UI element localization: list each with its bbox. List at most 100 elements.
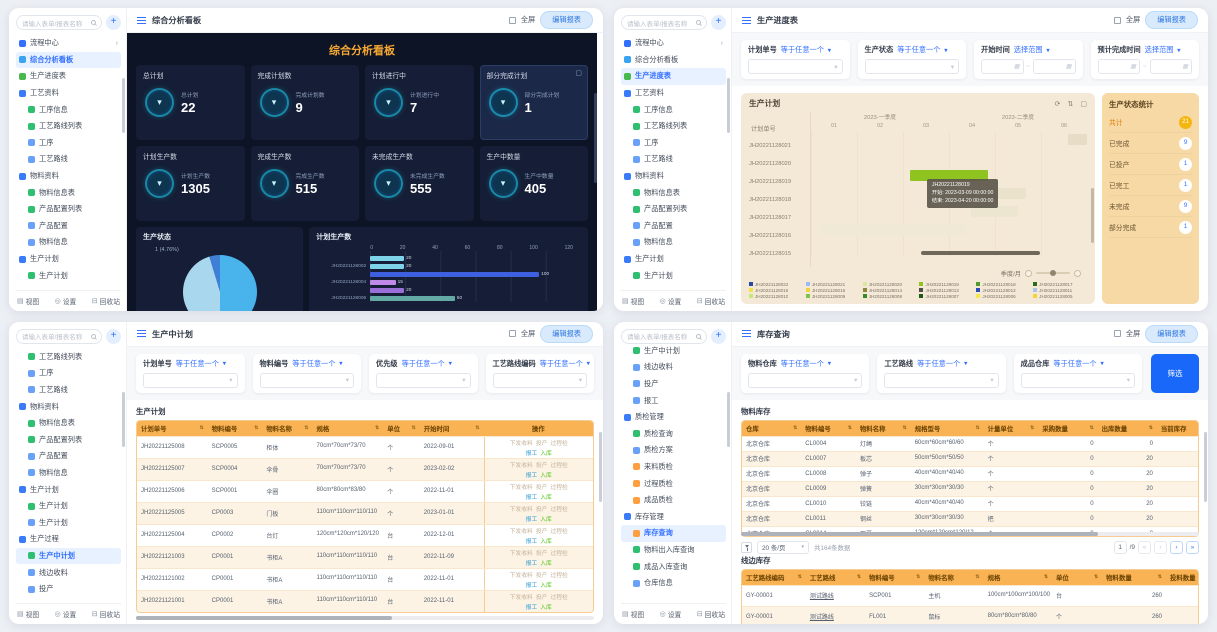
fullscreen-checkbox[interactable] (1113, 16, 1121, 24)
search-input[interactable]: 请输入表单/报表名称 (16, 328, 102, 344)
legend-item[interactable]: JH20221128012 (976, 288, 1030, 293)
kpi-card[interactable]: 未完成生产数 ▾ 未完成生产数 555 (365, 146, 474, 221)
menu-icon[interactable] (742, 330, 751, 337)
edit-report-button[interactable]: 编辑报表 (1145, 324, 1198, 343)
view-button[interactable]: ▤ 视图 (17, 611, 40, 619)
settings-button[interactable]: ◎ 设置 (54, 611, 77, 619)
chevron-down-icon[interactable]: ▾ (944, 47, 948, 54)
start-date-from[interactable]: ▦ (981, 59, 1024, 74)
sidebar-item[interactable]: 生产过程 (16, 531, 121, 548)
view-button[interactable]: ▤ 视图 (17, 297, 40, 306)
legend-item[interactable]: JH20221128010 (749, 294, 803, 299)
sidebar-item[interactable]: 物料资料 (621, 168, 726, 185)
start-production-link[interactable]: 投产 (535, 506, 548, 513)
sidebar-item[interactable]: 来料质检 (621, 459, 726, 476)
table-row[interactable]: JH20221125004 CP0002 台灯 120cm*120cm*120/… (137, 523, 593, 546)
finish-date-to[interactable]: ▦ (1149, 59, 1193, 74)
dispatch-material-link[interactable]: 下发收料 (509, 484, 533, 491)
horizontal-scrollbar[interactable] (921, 251, 1041, 255)
report-work-link[interactable]: 报工 (525, 450, 538, 457)
menu-icon[interactable] (742, 16, 751, 24)
bar-row[interactable]: JH20221128002 20 (331, 262, 573, 270)
warehouse-in-link[interactable]: 入库 (540, 560, 552, 567)
sidebar-item[interactable]: 产品配置 (16, 448, 121, 465)
warehouse-in-link[interactable]: 入库 (540, 538, 552, 545)
sidebar-item[interactable]: 生产计划 (16, 498, 121, 515)
gantt-row-label[interactable]: JH20221128020 (749, 161, 792, 167)
finished-warehouse-select[interactable]: ▾ (1020, 372, 1135, 388)
first-page-button[interactable]: « (1138, 540, 1151, 554)
gantt-bar[interactable] (819, 224, 966, 235)
sidebar-item[interactable]: 生产计划 (621, 267, 726, 284)
vertical-scrollbar[interactable] (594, 93, 597, 183)
sidebar-item[interactable]: 线边收料 (16, 564, 121, 581)
chevron-down-icon[interactable]: ▾ (1100, 361, 1104, 367)
dispatch-material-link[interactable]: 下发收料 (509, 462, 533, 469)
dispatch-material-link[interactable]: 下发收料 (509, 506, 533, 513)
sidebar-item[interactable]: 生产中计划 (16, 547, 121, 565)
process-inspect-link[interactable]: 过程检 (550, 506, 568, 513)
sidebar-item[interactable]: 流程中心 › (16, 35, 121, 52)
legend-item[interactable]: JH20221128021 (805, 282, 860, 287)
process-inspect-link[interactable]: 过程检 (550, 528, 568, 535)
legend-item[interactable]: JH20221128011 (1033, 288, 1087, 293)
horizontal-scrollbar[interactable] (136, 615, 594, 620)
legend-item[interactable]: JH20221128014 (862, 288, 917, 293)
start-production-link[interactable]: 投产 (535, 462, 548, 469)
sidebar-item[interactable]: 仓库信息 (621, 575, 726, 592)
sidebar-scrollbar[interactable] (122, 78, 125, 133)
sidebar-item[interactable]: 工艺路线列表 (16, 349, 121, 366)
chevron-down-icon[interactable]: ▾ (1177, 47, 1181, 54)
pie-chart[interactable] (182, 255, 257, 311)
settings-button[interactable]: ◎ 设置 (659, 611, 682, 619)
fullscreen-checkbox[interactable] (508, 330, 516, 337)
filter-icon[interactable] (741, 541, 752, 553)
report-work-link[interactable]: 报工 (525, 538, 538, 545)
sidebar-item[interactable]: 质检查询 (621, 425, 726, 442)
sidebar-item[interactable]: 流程中心 › (621, 35, 726, 52)
kpi-card[interactable]: 生产中数量 ▾ 生产中数量 405 (479, 146, 588, 221)
sidebar-item[interactable]: 物料出入库查询 (621, 542, 726, 559)
legend-item[interactable]: JH20221128009 (805, 294, 860, 299)
current-page-input[interactable]: 1 (1113, 540, 1127, 554)
sidebar-item[interactable]: 生产计划 (16, 481, 121, 498)
sidebar-item[interactable]: 产品配置列表 (16, 431, 121, 448)
priority-select[interactable]: ▾ (376, 372, 471, 388)
start-date-to[interactable]: ▦ (1033, 59, 1076, 74)
vertical-scrollbar[interactable] (599, 431, 602, 502)
chevron-down-icon[interactable]: ▾ (1046, 47, 1050, 54)
sidebar-item[interactable]: 库存查询 (621, 525, 726, 542)
sidebar-item[interactable]: 生产计划 (621, 251, 726, 268)
route-code-select[interactable]: ▾ (492, 372, 587, 388)
sidebar-item[interactable]: 综合分析看板 (16, 51, 121, 69)
fullscreen-checkbox[interactable] (1113, 330, 1121, 337)
gantt-row-label[interactable]: JH20221128018 (749, 197, 792, 203)
recycle-bin-button[interactable]: ⊟ 回收站 (91, 611, 120, 619)
zoom-in-button[interactable] (1074, 269, 1081, 277)
legend-item[interactable]: JH20221128013 (919, 288, 973, 293)
table-row[interactable]: GY-00001 测试路线 FL001 鼠标 80cm*80cm*80/80 个… (742, 605, 1198, 624)
table-row[interactable]: 北京仓库 CL0008 弹子 40cm*40cm*40/40 个 0 20 (742, 465, 1198, 481)
table-row[interactable]: 北京仓库 CL0009 弹簧 30cm*30cm*30/30 个 0 20 (742, 480, 1198, 496)
sidebar-item[interactable]: 综合分析看板 (621, 52, 726, 69)
stats-row[interactable]: 未完成 9 (1109, 196, 1192, 217)
dispatch-material-link[interactable]: 下发收料 (509, 594, 533, 601)
stats-row[interactable]: 共计 21 (1109, 112, 1192, 133)
chevron-down-icon[interactable]: ▾ (586, 361, 590, 367)
process-inspect-link[interactable]: 过程检 (550, 550, 568, 557)
bar-row[interactable]: 20 (370, 254, 573, 262)
stats-row[interactable]: 已完成 9 (1109, 133, 1192, 154)
legend-item[interactable]: JH20221128017 (1033, 282, 1087, 287)
sidebar-item[interactable]: 过程质检 (621, 475, 726, 492)
sidebar-item[interactable]: 工序信息 (621, 101, 726, 118)
gantt-row-label[interactable]: JH20221128016 (749, 233, 792, 239)
edit-report-button[interactable]: 编辑报表 (1145, 11, 1198, 29)
sidebar-item[interactable]: 生产计划 (16, 514, 121, 531)
recycle-bin-button[interactable]: ⊟ 回收站 (696, 297, 725, 306)
vertical-scrollbar[interactable] (1204, 431, 1207, 502)
table-row[interactable]: JH20221125005 CP0003 门板 110cm*110cm*110/… (137, 501, 593, 524)
sidebar-item[interactable]: 物料资料 (16, 398, 121, 415)
legend-item[interactable]: JH20221128005 (1033, 294, 1087, 299)
stats-row[interactable]: 部分完成 1 (1109, 217, 1192, 238)
report-work-link[interactable]: 报工 (525, 582, 538, 589)
